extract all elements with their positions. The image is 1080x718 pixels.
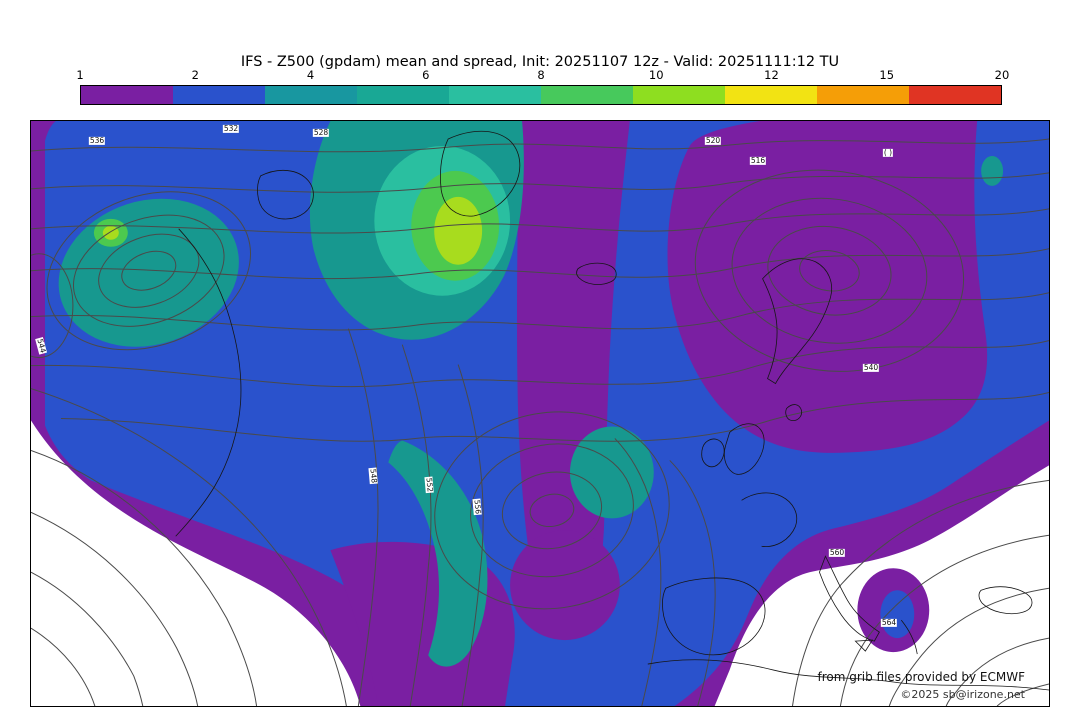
contour-label: 516 [749,155,767,166]
contour-label: 540 [862,362,880,373]
map-canvas [31,121,1049,706]
chart-title: IFS - Z500 (gpdam) mean and spread, Init… [240,54,840,70]
coastlines [175,130,1049,691]
colorbar-tick-label: 10 [648,68,664,82]
colorbar-tick-label: 2 [191,68,199,82]
colorbar-segment [725,86,817,104]
contour-label: 548 [368,467,379,485]
contour-label: 520 [704,135,722,146]
contour-label: 536 [88,135,106,146]
colorbar-segment [449,86,541,104]
contour-label: 556 [472,498,483,516]
colorbar-segment [357,86,449,104]
colorbar-segment [265,86,357,104]
contour-lines [31,138,1049,706]
colorbar-segment [817,86,909,104]
colorbar-tick-label: 6 [422,68,430,82]
forecast-map: 536 532 528 520 516( ) 540 560 548 552 556 564 544 … [30,120,1050,707]
colorbar-tick-label: 8 [537,68,545,82]
contour-label: 528 [312,127,330,138]
colorbar-segment [173,86,265,104]
colorbar-segment [633,86,725,104]
contour-label: 564 [880,617,898,628]
credit-ecmwf: from grib files provided by ECMWF [817,670,1025,684]
contour-label: 560 [828,547,846,558]
contour-label: 532 [222,123,240,134]
colorbar-tick-label: 15 [879,68,895,82]
colorbar-tick-label: 20 [994,68,1010,82]
credit-copyright: ©2025 sb@irizone.net [900,688,1025,701]
colorbar-tick-labels: 1 2 4 6 8 10 12 15 20 [76,68,1009,82]
colorbar [80,85,1002,105]
colorbar-segment [541,86,633,104]
contour-label: ( ) [882,147,894,158]
colorbar-segment [81,86,173,104]
colorbar-tick-label: 1 [76,68,84,82]
colorbar-segment [909,86,1001,104]
contour-label: 552 [424,476,435,494]
colorbar-tick-label: 12 [764,68,779,82]
colorbar-tick-label: 4 [306,68,315,82]
